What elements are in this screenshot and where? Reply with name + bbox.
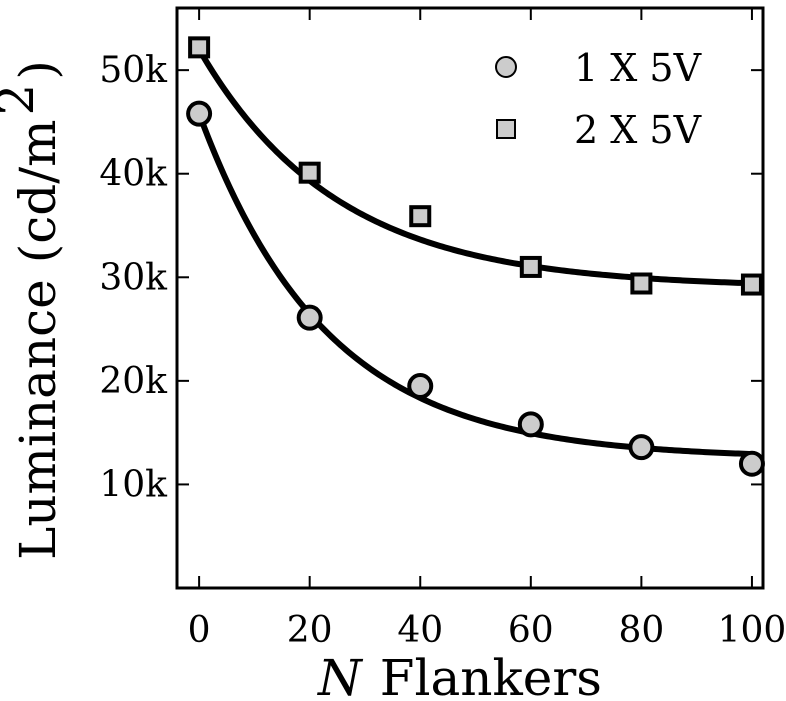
legend-item-series-1: 1 X 5V <box>495 46 702 90</box>
x-tick-label: 80 <box>618 610 664 651</box>
data-point-series-1 <box>296 304 323 331</box>
plot-frame <box>175 6 765 590</box>
data-point-series-1 <box>407 373 434 400</box>
y-axis-label: Luminance (cd/m 2 ) <box>0 60 67 560</box>
data-point-series-2 <box>298 161 321 184</box>
y-axis-label-text: Luminance <box>9 279 67 560</box>
legend-marker-circle <box>495 56 517 78</box>
data-point-series-1 <box>628 434 655 461</box>
x-tick-label: 40 <box>397 610 443 651</box>
fit-line-series-1 <box>196 112 753 458</box>
x-tick-label: 20 <box>287 610 333 651</box>
x-axis-label-variable: N <box>317 649 364 701</box>
x-tick-label: 60 <box>508 610 554 651</box>
legend-label-series-1: 1 X 5V <box>574 46 702 90</box>
data-point-series-2 <box>519 255 542 278</box>
y-tick-label: 30k <box>99 257 168 298</box>
data-point-series-2 <box>630 272 653 295</box>
x-tick-label: 100 <box>718 610 786 651</box>
y-axis-label-superscript: 2 <box>0 84 45 116</box>
x-axis-label-text: Flankers <box>380 649 602 701</box>
fit-line-series-2 <box>196 47 753 287</box>
y-tick-label: 50k <box>99 50 168 91</box>
legend-marker-square <box>496 119 516 139</box>
x-tick-label: 0 <box>188 610 211 651</box>
data-point-series-2 <box>188 36 211 59</box>
y-axis-label-unit: (cd/m <box>9 119 67 263</box>
y-tick-label: 20k <box>99 361 168 402</box>
y-axis: 10k 20k 30k 40k 50k <box>99 50 763 505</box>
data-points <box>186 36 765 477</box>
data-point-series-1 <box>738 450 765 477</box>
data-point-series-1 <box>517 411 544 438</box>
x-axis-label: N Flankers <box>317 649 602 701</box>
y-tick-label: 10k <box>99 464 168 505</box>
data-point-series-2 <box>740 273 763 296</box>
y-tick-label: 40k <box>99 154 168 195</box>
data-point-series-2 <box>409 205 432 228</box>
y-axis-label-close: ) <box>9 60 67 80</box>
svg-text:Luminance (cd/m 2: Luminance (cd/m 2 ) <box>0 60 67 560</box>
svg-text:N Flankers: N Flankers <box>317 649 602 701</box>
x-axis: 0 20 40 60 80 100 <box>188 8 786 651</box>
legend-label-series-2: 2 X 5V <box>574 108 702 152</box>
plot-border <box>175 6 765 590</box>
legend: 1 X 5V 2 X 5V <box>495 46 702 152</box>
fit-curves <box>196 47 753 458</box>
data-point-series-1 <box>186 100 213 127</box>
legend-item-series-2: 2 X 5V <box>496 108 702 152</box>
